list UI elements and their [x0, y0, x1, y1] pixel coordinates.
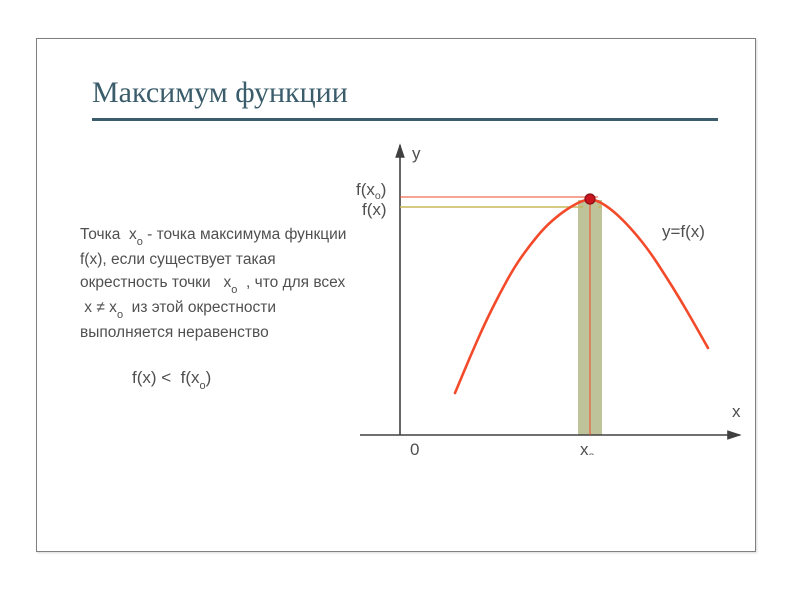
title-underline	[92, 118, 718, 121]
inequality-text: f(x) < f(xо)	[132, 368, 211, 390]
svg-text:у: у	[412, 144, 421, 163]
svg-text:х: х	[732, 402, 741, 421]
definition-text: Точка хо - точка максимума функции f(x),…	[80, 224, 355, 344]
slide-title: Максимум функции	[92, 76, 348, 110]
svg-text:0: 0	[410, 440, 419, 455]
svg-text:хо: хо	[580, 440, 595, 455]
svg-text:f(x): f(x)	[362, 200, 387, 219]
function-maximum-chart: у х 0 f(xо)f(x) у=f(x) хо	[320, 135, 750, 455]
svg-text:у=f(x): у=f(x)	[662, 222, 705, 241]
svg-text:f(xо): f(xо)	[356, 180, 386, 202]
